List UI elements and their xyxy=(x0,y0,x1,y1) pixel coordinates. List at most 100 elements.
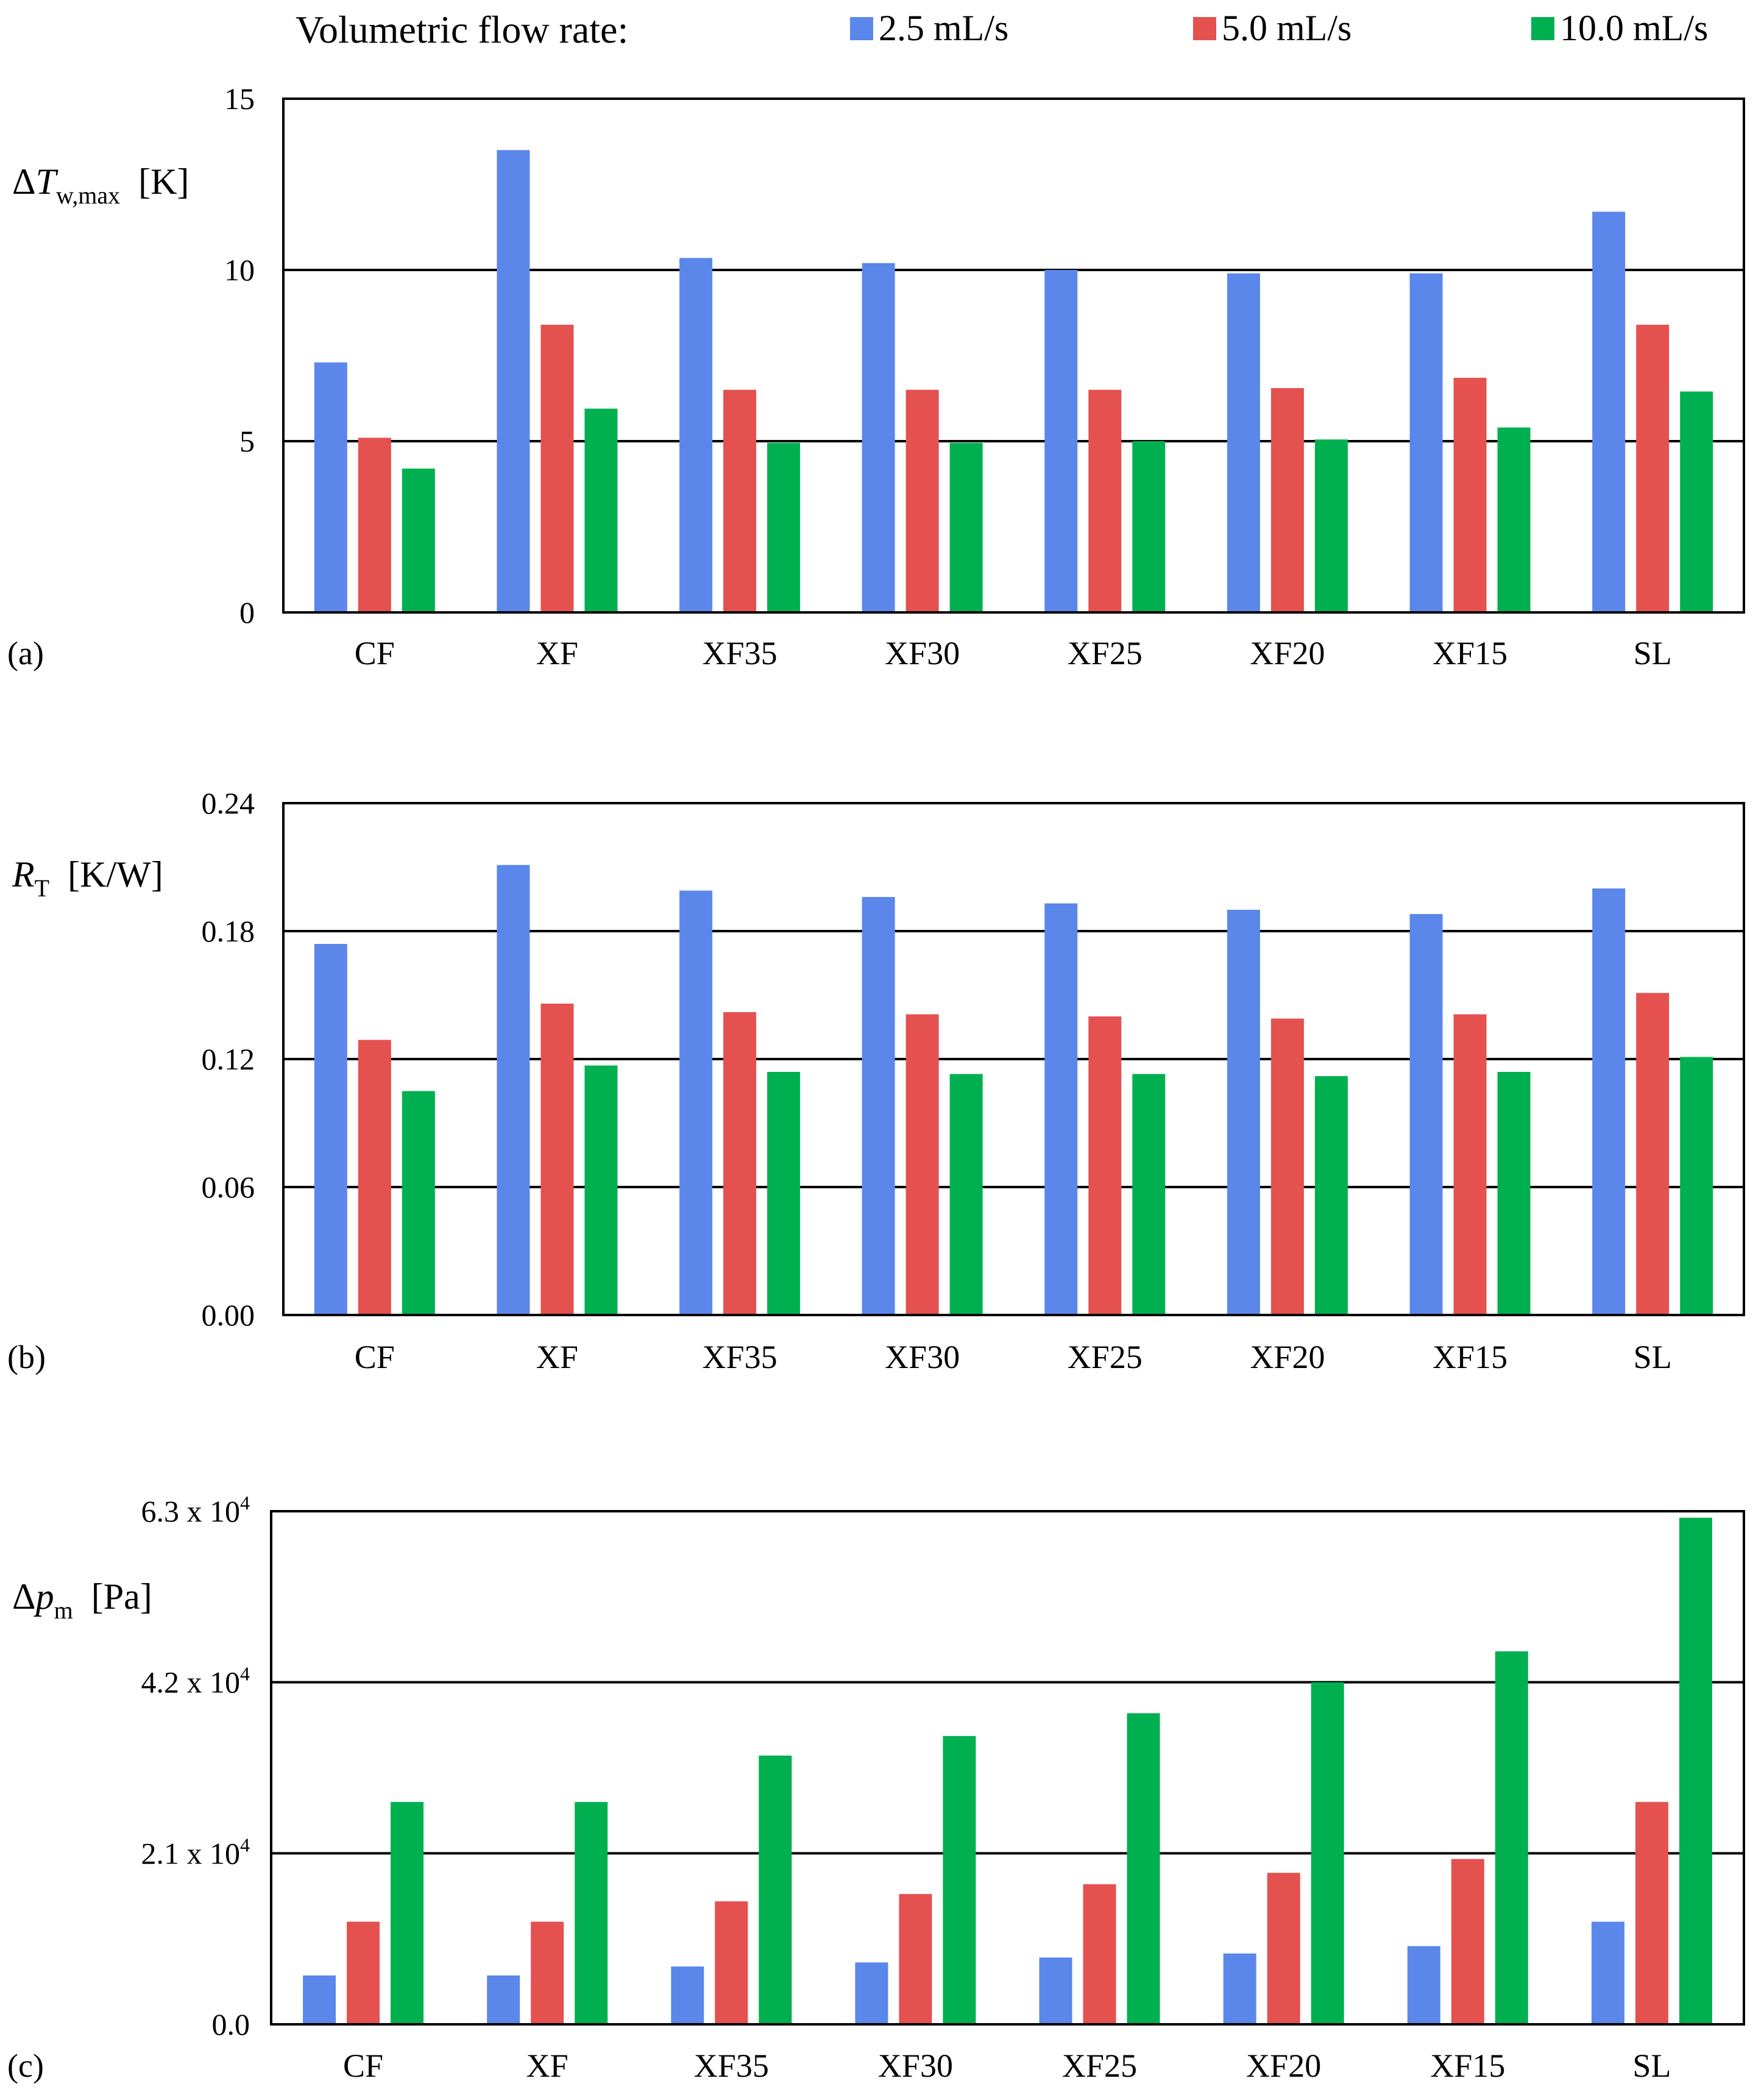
y-axis-label: ΔTw,max [K] xyxy=(12,161,189,209)
bar xyxy=(314,362,347,612)
bar xyxy=(1127,1713,1160,2024)
legend-label-series-1: 2.5 mL/s xyxy=(879,8,1008,48)
x-tick-label: SL xyxy=(1632,2047,1671,2084)
y-tick-label: 4.2 x 104 xyxy=(141,1663,250,1700)
y-tick-label: 2.1 x 104 xyxy=(141,1834,250,1870)
y-tick-label: 0.06 xyxy=(202,1170,255,1204)
panel-c-chart: 0.0 2.1 x 104 4.2 x 104 6.3 x 104 CF XF XF35 XF… xyxy=(7,1492,1745,2084)
bar xyxy=(1409,914,1443,1315)
bar xyxy=(949,442,983,612)
y-axis-label-symbol: Δ xyxy=(12,1576,36,1617)
plot-frame xyxy=(282,802,1745,1316)
bar xyxy=(679,258,713,613)
y-tick-label: 0.0 xyxy=(212,2007,250,2041)
bar xyxy=(1132,441,1166,612)
y-axis-label-unit: [Pa] xyxy=(73,1576,152,1617)
bar xyxy=(1636,324,1670,612)
bar xyxy=(1311,1682,1344,2024)
bar xyxy=(723,389,757,612)
bar xyxy=(899,1894,932,2024)
y-tick-label: 15 xyxy=(224,82,255,116)
bar xyxy=(1635,1802,1668,2024)
bar xyxy=(1591,1921,1624,2024)
x-tick-label: CF xyxy=(355,635,395,672)
x-tick-label: XF20 xyxy=(1250,1339,1325,1375)
y-axis-label-subscript: m xyxy=(54,1597,73,1624)
y-axis-label-subscript: T xyxy=(35,874,49,902)
bar xyxy=(1227,910,1260,1315)
bar xyxy=(759,1755,792,2024)
bar xyxy=(671,1966,704,2024)
x-tick-label: XF20 xyxy=(1250,635,1325,672)
bar xyxy=(303,1975,336,2024)
y-axis-label: Δpm [Pa] xyxy=(12,1576,152,1624)
x-tick-label: XF25 xyxy=(1068,1339,1142,1375)
bar xyxy=(1267,1873,1300,2024)
bar xyxy=(402,468,435,612)
x-tick-label: CF xyxy=(355,1339,395,1375)
bar xyxy=(497,150,530,613)
bar xyxy=(402,1091,435,1315)
legend: Volumetric flow rate: 2.5 mL/s 5.0 mL/s … xyxy=(296,8,1708,51)
y-tick-label: 0 xyxy=(239,595,255,629)
bar xyxy=(487,1975,520,2024)
y-tick-exponent: 4 xyxy=(240,1663,250,1685)
bar xyxy=(1636,993,1670,1315)
bar xyxy=(767,442,801,612)
bar xyxy=(347,1921,380,2024)
panel-label: (b) xyxy=(7,1339,46,1375)
bar xyxy=(1497,1072,1531,1315)
bar xyxy=(1270,1018,1304,1315)
bar xyxy=(1451,1859,1484,2024)
bar xyxy=(575,1802,608,2024)
panel-a-chart: 0 5 10 15 CF XF XF35 XF30 XF25 XF20 XF15 SL (a) ΔTw,m… xyxy=(7,82,1745,672)
bar xyxy=(1270,388,1304,612)
x-tick-label: XF30 xyxy=(878,2047,953,2084)
x-tick-label: XF35 xyxy=(694,2047,769,2084)
y-tick-label: 0.00 xyxy=(202,1298,255,1332)
bar xyxy=(540,1004,574,1315)
bar xyxy=(1453,1014,1487,1315)
x-tick-label: XF35 xyxy=(703,635,778,672)
bar xyxy=(1409,273,1443,612)
y-axis-label-subscript: w,max xyxy=(56,182,120,209)
bar xyxy=(1039,1957,1072,2024)
bar xyxy=(1227,273,1260,612)
y-axis-label-symbol: T xyxy=(36,161,58,202)
y-axis-label-symbol: Δ xyxy=(12,161,36,202)
x-tick-label: XF25 xyxy=(1062,2047,1137,2084)
bar xyxy=(1314,1076,1348,1315)
x-tick-label: SL xyxy=(1634,1339,1672,1375)
bar xyxy=(1088,1016,1122,1315)
bar xyxy=(679,890,713,1315)
y-tick-exponent: 4 xyxy=(240,1834,250,1856)
bar xyxy=(1044,903,1078,1315)
bar xyxy=(905,1014,939,1315)
bar xyxy=(1083,1884,1116,2024)
bar xyxy=(862,897,895,1315)
x-tick-label: XF xyxy=(536,1339,578,1375)
y-tick-label: 0.24 xyxy=(202,786,255,820)
bar xyxy=(1592,211,1626,613)
x-tick-label: XF20 xyxy=(1246,2047,1321,2084)
bar xyxy=(1044,270,1078,612)
plot-frame xyxy=(270,1510,1745,2026)
y-tick-label: 10 xyxy=(224,253,255,287)
bar xyxy=(1088,389,1122,612)
y-axis-label: RT [K/W] xyxy=(12,854,163,902)
bar xyxy=(358,438,391,612)
y-tick-label: 0.18 xyxy=(202,914,255,948)
bar xyxy=(358,1040,391,1315)
plot-frame xyxy=(282,97,1745,614)
x-tick-label: SL xyxy=(1634,635,1672,672)
x-tick-label: XF xyxy=(526,2047,569,2084)
panel-label: (a) xyxy=(7,635,44,672)
legend-label-series-3: 10.0 mL/s xyxy=(1560,8,1708,48)
bar xyxy=(905,389,939,612)
bar xyxy=(1223,1953,1256,2024)
panel-label: (c) xyxy=(7,2047,44,2084)
bar xyxy=(1592,888,1626,1315)
bar xyxy=(1680,1057,1713,1315)
x-tick-label: XF xyxy=(536,635,578,672)
